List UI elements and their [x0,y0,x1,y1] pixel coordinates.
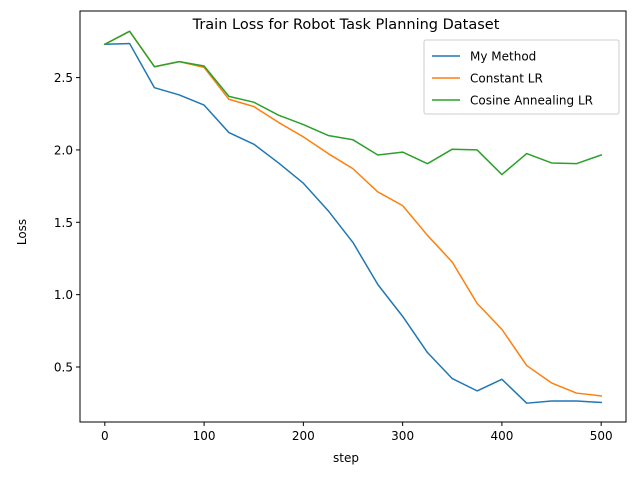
series-line-1 [104,42,602,404]
x-tick-label: 0 [101,429,109,443]
y-tick-label: 2.5 [54,71,73,85]
series-line-3 [103,30,603,176]
x-tick-label: 100 [193,429,216,443]
x-axis-ticks: 0 100 200 300 400 500 [101,422,613,443]
legend-label-1: My Method [470,50,536,64]
legend-label-3: Cosine Annealing LR [470,94,593,108]
legend: My Method Constant LR Cosine Annealing LR [423,39,620,115]
y-tick-label: 1.5 [54,216,73,230]
legend-label-2: Constant LR [470,72,543,86]
y-axis-label: Loss [15,219,29,245]
x-axis-label: step [333,451,359,465]
legend-box [423,39,620,115]
chart-title: Train Loss for Robot Task Planning Datas… [192,17,500,33]
x-tick-label: 200 [292,429,315,443]
y-axis-ticks: 0.5 1.0 1.5 2.0 2.5 [54,71,80,375]
plot-frame [79,10,627,423]
plot-series [103,30,603,404]
x-tick-label: 400 [490,429,513,443]
x-tick-label: 500 [590,429,613,443]
y-tick-label: 2.0 [54,143,73,157]
x-tick-label: 300 [391,429,414,443]
plot-axes [79,10,627,423]
y-tick-label: 1.0 [54,288,73,302]
y-tick-label: 0.5 [54,361,73,375]
